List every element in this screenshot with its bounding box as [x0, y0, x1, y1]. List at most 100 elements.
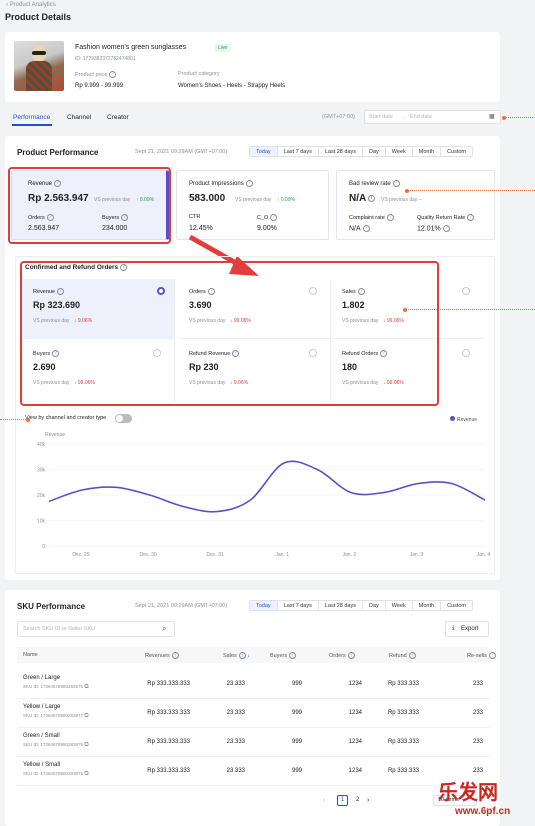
metric-radio[interactable]	[309, 349, 317, 357]
prev-page-icon[interactable]: ‹	[323, 797, 326, 804]
range-custom[interactable]: Custom	[447, 603, 467, 609]
table-cell-sales: 23.333	[226, 739, 245, 745]
range-day[interactable]: Day	[363, 147, 386, 156]
revenue-metric-card[interactable]: Revenue? Rp 2.563.947 VS previous day ↑ …	[11, 170, 169, 240]
column-header-buyers[interactable]: Buyers?	[270, 652, 297, 659]
export-button[interactable]: ⤓ Export	[445, 621, 489, 637]
table-row[interactable]	[17, 757, 489, 786]
confirmed-metric-orders[interactable]: Orders? 3.690 VS previous day ↓ 99.06%	[179, 279, 331, 339]
table-cell-refund: Rp 333.333	[387, 681, 419, 687]
column-header-name[interactable]: Name	[23, 652, 38, 658]
x-tick-label: Dec. 31	[207, 552, 224, 558]
view-by-channel-label: View by channel and creator type	[25, 415, 107, 421]
help-icon: ?	[207, 288, 215, 295]
table-cell-sales: 23.333	[226, 710, 245, 716]
annotation-line	[405, 309, 535, 310]
metric-radio[interactable]	[462, 349, 470, 357]
co-value: 9.00%	[257, 225, 277, 232]
help-icon: ?	[289, 652, 297, 659]
metric-radio[interactable]	[153, 349, 161, 357]
sku-range-selector[interactable]: Today Last 7 days Last 28 days Day Week …	[249, 600, 474, 611]
metric-radio[interactable]	[309, 287, 317, 295]
metric-radio[interactable]	[157, 287, 165, 295]
ctr-label: CTR	[189, 214, 201, 220]
sku-name: Green / Large	[23, 675, 61, 681]
range-month[interactable]: Month	[413, 147, 442, 156]
help-icon: ?	[270, 214, 278, 221]
page-1-button[interactable]: 1	[337, 795, 348, 806]
impressions-metric-card[interactable]: Product Impressions? 583.000 VS previous…	[176, 170, 329, 240]
x-tick-label: Jan. 1	[275, 552, 289, 558]
metric-value: Rp 230	[189, 362, 219, 372]
metric-vs: VS previous day	[189, 318, 226, 324]
range-day[interactable]: Day	[363, 601, 386, 610]
impressions-delta: ↑ 0.09%	[277, 197, 296, 203]
back-link[interactable]: ‹ Product Analytics	[6, 2, 56, 8]
annotation-dot	[403, 308, 407, 312]
view-by-channel-toggle[interactable]	[115, 414, 132, 423]
impressions-value: 583.000	[189, 193, 226, 204]
confirmed-metric-sales[interactable]: Sales? 1.802 VS previous day ↓ 99.06%	[332, 279, 484, 339]
date-range-picker[interactable]: Start date → End date ▦	[364, 110, 501, 124]
column-header-revenues[interactable]: Revenues?	[145, 652, 179, 659]
tab-channel[interactable]: Channel	[67, 114, 92, 121]
page-2-button[interactable]: 2	[355, 797, 360, 803]
range-custom[interactable]: Custom	[447, 149, 467, 155]
product-price: Rp 9.999 - 99.999	[75, 83, 124, 89]
next-page-icon[interactable]: ›	[367, 797, 370, 804]
range-last-28-days[interactable]: Last 28 days	[319, 147, 364, 156]
download-icon: ⤓	[452, 625, 455, 631]
complaint-label: Complaint rate?	[349, 214, 394, 221]
revenue-value: Rp 2.563.947	[28, 193, 89, 204]
confirmed-metric-refund-orders[interactable]: Refund Orders? 180 VS previous day ↓ 99.…	[332, 341, 484, 401]
bad-review-value: N/A i	[349, 193, 376, 204]
performance-range-selector[interactable]: Today Last 7 days Last 28 days Day Week …	[249, 146, 474, 157]
sku-name: Yellow / Large	[23, 704, 61, 710]
metric-value: 180	[342, 362, 358, 372]
metric-delta: ↓ 99.06%	[74, 380, 95, 386]
performance-card: Product Performance Sept 21, 2021 09:29A…	[5, 136, 500, 580]
column-header-re-sells[interactable]: Re-sells?	[467, 652, 496, 659]
tab-performance[interactable]: Performance	[13, 114, 51, 121]
bad-review-metric-card[interactable]: Bad review rate? N/A i VS previous day --…	[336, 170, 495, 240]
range-today[interactable]: Today	[250, 147, 278, 156]
category-label: Product category	[178, 71, 220, 77]
confirmed-metric-revenue[interactable]: Revenue? Rp 323.690 VS previous day ↓ 9.…	[23, 279, 175, 339]
y-axis-label: Revenue	[45, 432, 65, 438]
table-row[interactable]	[17, 728, 489, 757]
range-last-7-days[interactable]: Last 7 days	[278, 147, 319, 156]
y-tick-label: 0	[42, 544, 45, 550]
sku-search-input[interactable]: Search SKU ID or Seller SKU ⌕	[17, 621, 175, 637]
active-tab-indicator	[12, 124, 52, 126]
range-last-28-days[interactable]: Last 28 days	[319, 601, 364, 610]
metric-radio[interactable]	[462, 287, 470, 295]
sku-name-cell: Yellow / Small SKU ID: 17264678980283979 …	[23, 762, 89, 778]
per-page-select[interactable]: 10 items	[433, 795, 477, 806]
search-icon: ⌕	[162, 624, 167, 633]
range-last-7-days[interactable]: Last 7 days	[278, 601, 319, 610]
metric-label: Revenue?	[33, 288, 65, 295]
column-header-sales[interactable]: Sales? ↓	[223, 652, 251, 659]
table-row[interactable]	[17, 699, 489, 728]
column-header-refund[interactable]: Refund?	[389, 652, 416, 659]
table-cell-resells: 233	[472, 710, 483, 716]
column-header-orders[interactable]: Orders?	[329, 652, 355, 659]
range-week[interactable]: Week	[386, 147, 413, 156]
sku-name-cell: Green / Small SKU ID: 17264678980283978 ⧉	[23, 733, 89, 749]
table-cell-orders: 1234	[348, 681, 362, 687]
range-today[interactable]: Today	[250, 601, 278, 610]
sku-name-cell: Green / Large SKU ID: 1726467898028397​6 …	[23, 675, 89, 691]
y-tick-label: 10k	[37, 519, 46, 525]
range-month[interactable]: Month	[413, 601, 442, 610]
confirmed-metric-refund-revenue[interactable]: Refund Revenue? Rp 230 VS previous day ↓…	[179, 341, 331, 401]
tab-creator[interactable]: Creator	[107, 114, 129, 121]
range-week[interactable]: Week	[386, 601, 413, 610]
table-row[interactable]	[17, 670, 489, 699]
sku-id: SKU ID: 17264678980283979 ⧉	[23, 771, 89, 777]
chart-legend: Revenue	[450, 416, 477, 423]
per-page-value: 10 items	[438, 797, 459, 803]
confirmed-metric-buyers[interactable]: Buyers? 2.690 VS previous day ↓ 99.06%	[23, 341, 175, 401]
metric-value: Rp 323.690	[33, 300, 81, 310]
table-cell-revenue: Rp 333.333.333	[147, 768, 190, 774]
help-icon: ?	[408, 652, 416, 659]
